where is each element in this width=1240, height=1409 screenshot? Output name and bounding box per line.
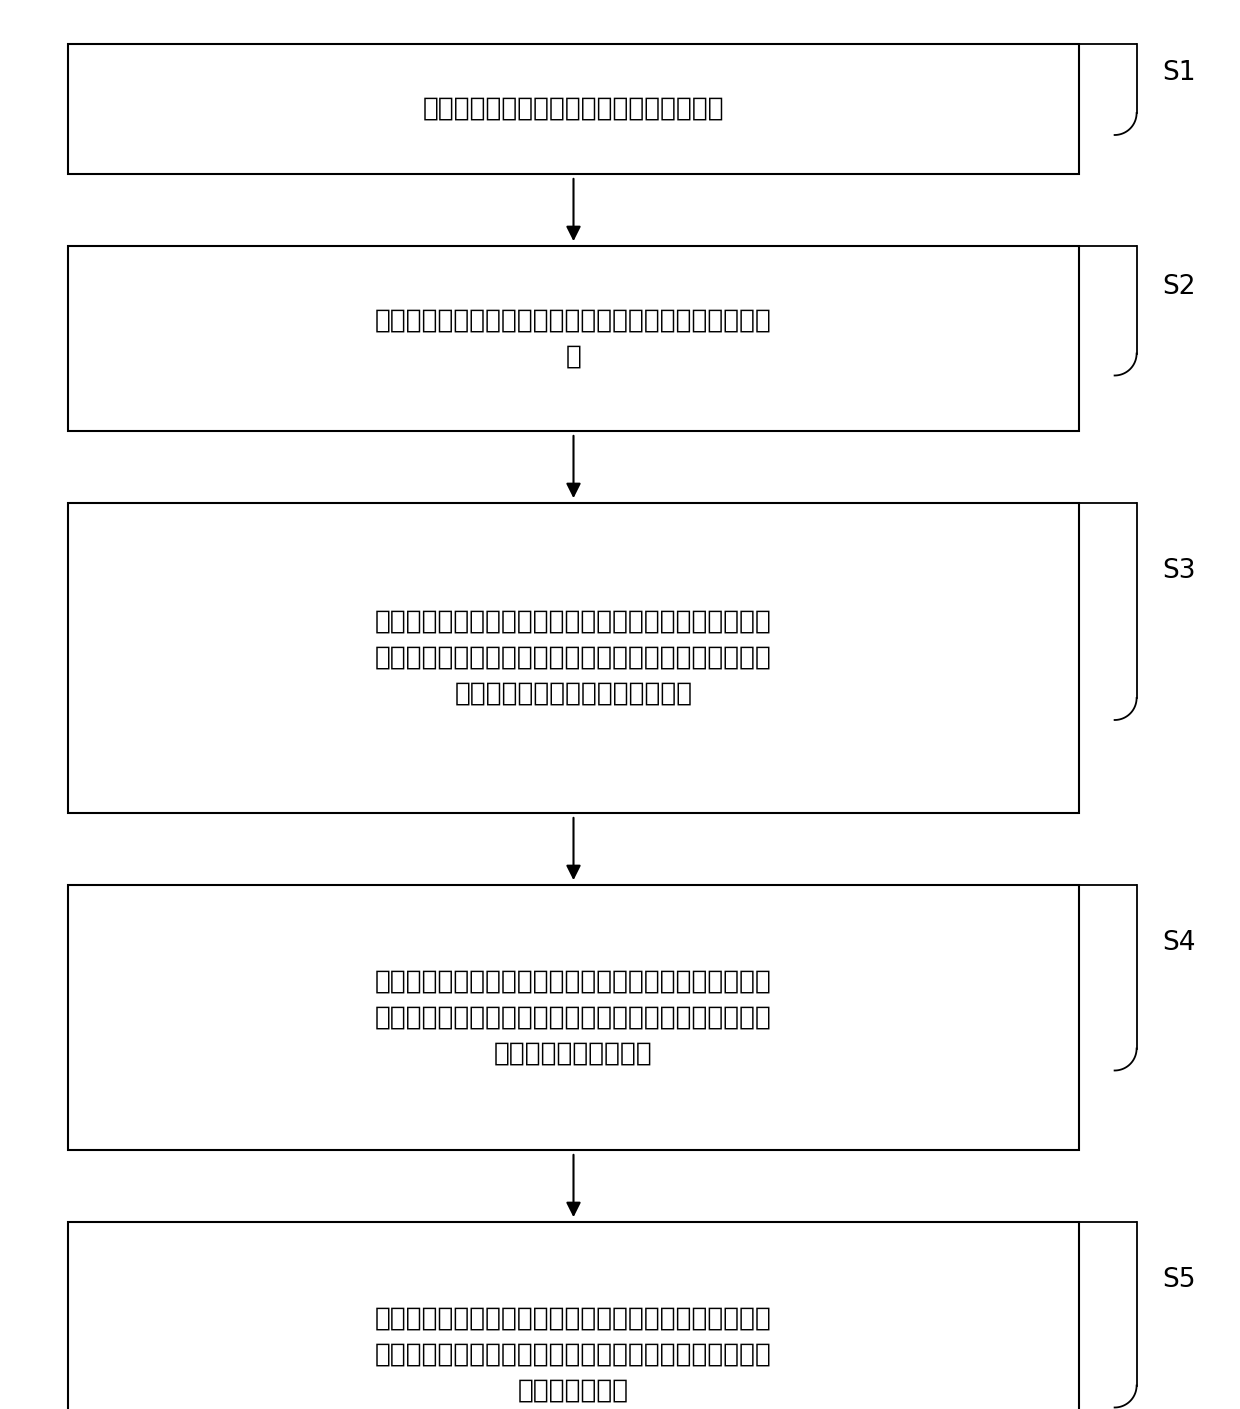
Text: S2: S2 bbox=[1163, 273, 1197, 300]
Bar bbox=[68, 885, 1079, 1150]
Text: S4: S4 bbox=[1163, 930, 1197, 957]
Text: 根据计算的频率响应系数建立异步联网下水轮机及其调速
闭环系统的状态空间方程，并求解建立的状态空间方程实
部最大的特征值及其对应的阻尼比: 根据计算的频率响应系数建立异步联网下水轮机及其调速 闭环系统的状态空间方程，并求… bbox=[374, 609, 773, 707]
Bar bbox=[68, 44, 1079, 173]
Text: S3: S3 bbox=[1163, 558, 1197, 585]
Bar bbox=[68, 503, 1079, 813]
Text: 根据求解的阶跃响应函数、建立的状态空间方程以及状态
空间方程实部最大的特征值对应的阻尼比，采用罚函数法
建立粒子群适应度函数: 根据求解的阶跃响应函数、建立的状态空间方程以及状态 空间方程实部最大的特征值对应… bbox=[374, 968, 773, 1067]
Text: 建立水轮机系统开环传递函数，并求解相应的阶跃响应函
数: 建立水轮机系统开环传递函数，并求解相应的阶跃响应函 数 bbox=[374, 307, 773, 369]
Text: 计算异步联网送端系统负荷的频率响应系数: 计算异步联网送端系统负荷的频率响应系数 bbox=[423, 96, 724, 123]
Bar bbox=[68, 247, 1079, 431]
Text: S5: S5 bbox=[1163, 1267, 1197, 1293]
Text: S1: S1 bbox=[1163, 59, 1197, 86]
Text: 根据粒子群适应度函数，以水电机组在阶跃响应下的一次
调频动作特性最优为目标，采用粒子群算法求解水轮机调
速器的最优参数: 根据粒子群适应度函数，以水电机组在阶跃响应下的一次 调频动作特性最优为目标，采用… bbox=[374, 1306, 773, 1403]
Bar bbox=[68, 1222, 1079, 1409]
